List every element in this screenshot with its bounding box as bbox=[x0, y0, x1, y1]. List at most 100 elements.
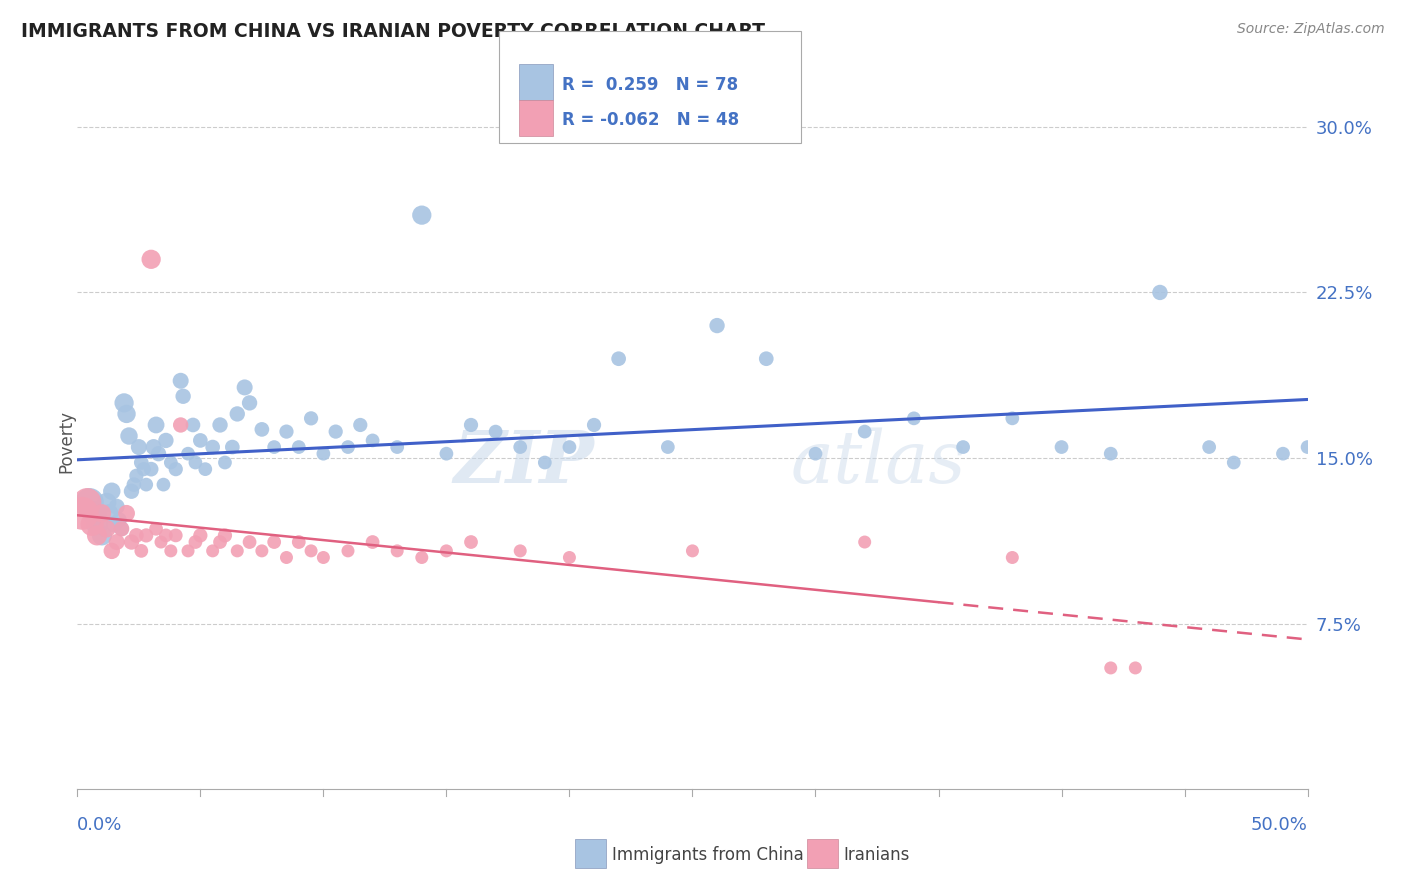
Point bbox=[142, 440, 165, 454]
Point bbox=[115, 407, 138, 421]
Point bbox=[250, 544, 273, 558]
Point bbox=[853, 535, 876, 549]
Point bbox=[325, 425, 347, 439]
Point bbox=[201, 544, 224, 558]
Point bbox=[103, 517, 125, 532]
Point bbox=[214, 456, 236, 470]
Point bbox=[682, 544, 704, 558]
Point bbox=[239, 396, 262, 410]
Point bbox=[194, 462, 217, 476]
Point bbox=[607, 351, 630, 366]
Point bbox=[1001, 411, 1024, 425]
Point bbox=[86, 517, 108, 532]
Point bbox=[188, 434, 212, 448]
Point bbox=[706, 318, 728, 333]
Point bbox=[181, 417, 204, 432]
Point bbox=[70, 506, 93, 520]
Point bbox=[122, 477, 145, 491]
Point bbox=[177, 544, 200, 558]
Point bbox=[96, 522, 118, 536]
Point bbox=[155, 434, 177, 448]
Text: 0.0%: 0.0% bbox=[77, 816, 122, 834]
Point bbox=[76, 495, 98, 509]
Point bbox=[312, 550, 335, 565]
Point bbox=[101, 484, 124, 499]
Text: ZIP: ZIP bbox=[453, 427, 595, 498]
Point bbox=[105, 500, 128, 514]
Point bbox=[115, 506, 138, 520]
Point bbox=[385, 440, 409, 454]
Point bbox=[145, 522, 167, 536]
Point bbox=[98, 506, 121, 520]
Point bbox=[129, 544, 153, 558]
Point bbox=[657, 440, 679, 454]
Point bbox=[170, 374, 193, 388]
Point bbox=[1001, 550, 1024, 565]
Point bbox=[209, 417, 232, 432]
Point bbox=[804, 447, 827, 461]
Point bbox=[337, 544, 360, 558]
Point bbox=[276, 550, 298, 565]
Point bbox=[460, 417, 482, 432]
Point bbox=[172, 389, 194, 403]
Point bbox=[121, 484, 143, 499]
Point bbox=[755, 351, 778, 366]
Text: R =  0.259   N = 78: R = 0.259 N = 78 bbox=[562, 76, 738, 94]
Point bbox=[112, 396, 135, 410]
Point bbox=[299, 544, 322, 558]
Text: R = -0.062   N = 48: R = -0.062 N = 48 bbox=[562, 112, 740, 129]
Point bbox=[96, 495, 118, 509]
Point bbox=[135, 477, 157, 491]
Point bbox=[233, 380, 256, 394]
Point bbox=[201, 440, 224, 454]
Point bbox=[509, 440, 531, 454]
Point bbox=[141, 462, 163, 476]
Point bbox=[165, 462, 187, 476]
Point bbox=[79, 495, 101, 509]
Point bbox=[250, 422, 273, 436]
Point bbox=[111, 522, 132, 536]
Point bbox=[485, 425, 508, 439]
Point bbox=[155, 528, 177, 542]
Y-axis label: Poverty: Poverty bbox=[58, 410, 75, 473]
Point bbox=[411, 550, 433, 565]
Point bbox=[188, 528, 212, 542]
Point bbox=[1272, 447, 1295, 461]
Point bbox=[90, 528, 114, 542]
Point bbox=[361, 434, 384, 448]
Point bbox=[361, 535, 384, 549]
Point bbox=[148, 447, 170, 461]
Point bbox=[90, 506, 114, 520]
Point bbox=[239, 535, 262, 549]
Point bbox=[1099, 447, 1122, 461]
Point bbox=[152, 477, 174, 491]
Point bbox=[1099, 661, 1122, 675]
Point bbox=[121, 535, 143, 549]
Point bbox=[952, 440, 974, 454]
Point bbox=[534, 456, 557, 470]
Point bbox=[177, 447, 200, 461]
Point bbox=[853, 425, 876, 439]
Point bbox=[288, 440, 311, 454]
Point bbox=[385, 544, 409, 558]
Point bbox=[583, 417, 606, 432]
Point bbox=[129, 456, 153, 470]
Point bbox=[125, 468, 148, 483]
Point bbox=[312, 447, 335, 461]
Text: 50.0%: 50.0% bbox=[1251, 816, 1308, 834]
Point bbox=[1198, 440, 1220, 454]
Point bbox=[349, 417, 371, 432]
Point bbox=[903, 411, 925, 425]
Text: atlas: atlas bbox=[792, 427, 966, 498]
Point bbox=[170, 417, 193, 432]
Point bbox=[214, 528, 236, 542]
Point bbox=[1125, 661, 1147, 675]
Point bbox=[160, 456, 183, 470]
Point bbox=[86, 528, 108, 542]
Point bbox=[160, 544, 183, 558]
Text: Immigrants from China: Immigrants from China bbox=[612, 846, 803, 863]
Point bbox=[226, 544, 249, 558]
Point bbox=[1223, 456, 1246, 470]
Point bbox=[82, 517, 104, 532]
Point bbox=[108, 513, 131, 527]
